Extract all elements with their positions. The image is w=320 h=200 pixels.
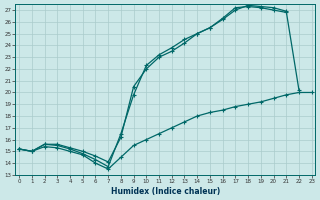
- X-axis label: Humidex (Indice chaleur): Humidex (Indice chaleur): [111, 187, 220, 196]
